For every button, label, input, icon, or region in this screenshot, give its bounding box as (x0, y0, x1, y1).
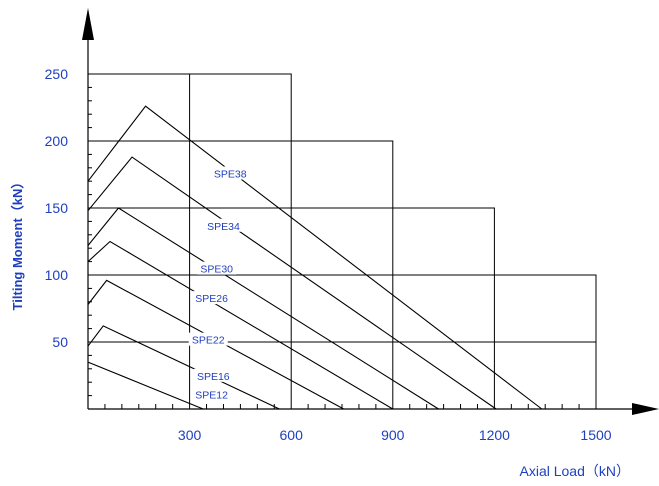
y-tick-label: 100 (45, 267, 69, 283)
series-label-bg (188, 332, 228, 346)
minor-ticks (88, 86, 580, 409)
y-tick-label: 200 (45, 133, 69, 149)
series-line-spe16 (87, 325, 280, 410)
series-line-spe34 (87, 156, 497, 410)
x-tick-label: 300 (178, 427, 202, 443)
x-tick-label: 1500 (580, 427, 611, 443)
series-label-bg (192, 387, 232, 401)
y-axis-arrow (82, 8, 94, 40)
y-tick-label: 250 (45, 66, 69, 82)
grid-box-1 (88, 73, 292, 409)
series-label-spe26: SPE26 (195, 293, 228, 305)
axes (82, 8, 659, 415)
x-tick-label: 600 (280, 427, 304, 443)
series-label-spe38: SPE38 (214, 169, 247, 181)
series-labels: SPE38 SPE34 SPE30 SPE26 SPE22 SPE16 SPE12 (188, 166, 250, 402)
series-line-spe26 (87, 240, 394, 410)
series-label-spe34: SPE34 (207, 221, 240, 233)
y-tick-label: 150 (45, 200, 69, 216)
series-label-spe12: SPE12 (195, 390, 228, 402)
series-label-spe22: SPE22 (192, 335, 225, 347)
y-axis-title: Tilting Moment（kN） (10, 176, 25, 311)
grid-box-5 (88, 341, 597, 409)
series-label-spe30: SPE30 (200, 264, 233, 276)
tick-labels: 300 600 900 1200 1500 50 100 150 200 250 (45, 66, 612, 443)
series-line-spe30 (87, 207, 439, 410)
x-tick-label: 900 (381, 427, 405, 443)
series-label-bg (193, 368, 233, 382)
series-label-bg (197, 261, 237, 275)
series-label-bg (192, 291, 232, 305)
x-axis-arrow (632, 403, 659, 415)
y-tick-label: 50 (52, 334, 68, 350)
series-line-spe22 (87, 279, 344, 410)
x-axis-title: Axial Load（kN） (520, 463, 631, 479)
x-tick-label: 1200 (479, 427, 510, 443)
series-label-spe16: SPE16 (197, 371, 230, 383)
series-lines (87, 105, 543, 410)
series-line-spe12 (87, 361, 204, 410)
grid (88, 73, 597, 409)
series-label-bg (203, 218, 243, 232)
series-label-bg (210, 166, 250, 180)
series-line-spe38 (87, 105, 543, 410)
